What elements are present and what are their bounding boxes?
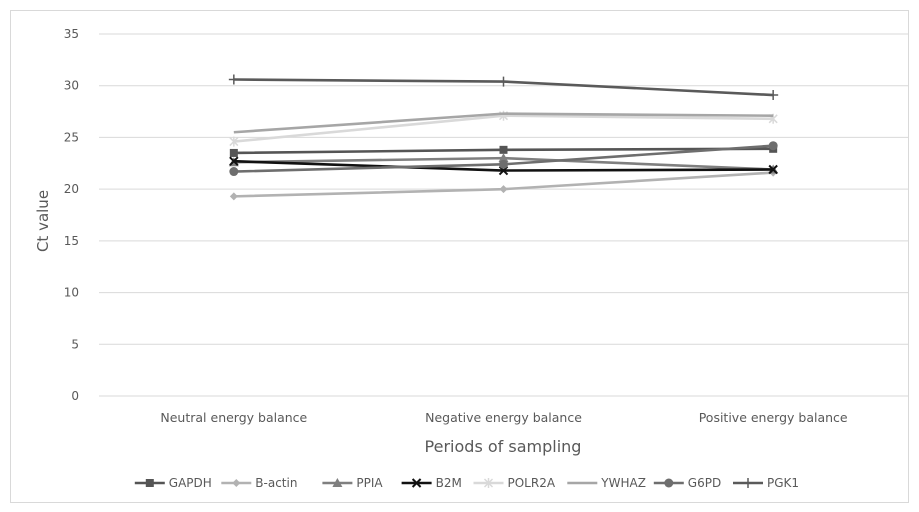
x-tick-label: Negative energy balance [425, 410, 582, 425]
data-point-g6pd [229, 167, 239, 177]
legend-label: G6PD [688, 476, 721, 490]
y-tick-label: 25 [64, 130, 79, 144]
data-point-pgk1 [498, 76, 509, 87]
gridlines [99, 33, 908, 397]
y-tick-label: 15 [64, 234, 79, 248]
legend-label: PPIA [356, 476, 383, 490]
legend-item-b2m: B2M [401, 476, 462, 490]
chart-frame: 0 5 10 15 20 25 30 35 Neutral energy balance Neg… [10, 10, 909, 503]
x-axis-label: Periods of sampling [425, 437, 582, 456]
legend-marker [332, 478, 343, 487]
data-point-g6pd [768, 141, 778, 151]
data-point-b-actin [499, 185, 508, 194]
line-chart: 0 5 10 15 20 25 30 35 Neutral energy balance Neg… [34, 27, 908, 490]
legend-marker [743, 478, 753, 488]
series-line-ywhaz [233, 112, 774, 134]
x-axis-ticks: Neutral energy balance Negative energy ba… [160, 410, 848, 425]
data-point-b-actin [229, 192, 238, 201]
data-point-b2m [768, 164, 778, 175]
y-tick-label: 35 [64, 27, 79, 41]
series-polr2a [229, 110, 778, 147]
data-point-b2m [229, 156, 239, 166]
data-point-polr2a [229, 136, 239, 147]
data-point-g6pd [499, 159, 508, 169]
legend-item-ywhaz: YWHAZ [567, 476, 646, 490]
legend: GAPDH B-actin PPIA B2M POLR2A YWHAZ G6PD PGK1 [134, 476, 799, 490]
legend-label: GAPDH [169, 476, 212, 490]
data-point-pgk1 [768, 90, 779, 101]
legend-label: POLR2A [508, 476, 556, 490]
legend-item-b-actin: B-actin [221, 476, 297, 490]
y-tick-label: 20 [64, 182, 79, 196]
series-lines [228, 74, 779, 201]
legend-item-g6pd: G6PD [653, 476, 721, 490]
y-axis-ticks: 0 5 10 15 20 25 30 35 [64, 27, 79, 403]
y-tick-label: 0 [71, 389, 79, 403]
legend-marker [145, 479, 154, 487]
series-ywhaz [233, 112, 774, 134]
legend-label: YWHAZ [600, 476, 646, 490]
legend-marker [411, 478, 422, 488]
legend-label: B2M [436, 476, 462, 490]
legend-marker [664, 478, 674, 488]
legend-marker [232, 479, 241, 487]
legend-item-pgk1: PGK1 [733, 476, 799, 490]
series-g6pd [229, 141, 778, 177]
x-tick-label: Positive energy balance [699, 410, 848, 425]
data-point-gapdh [499, 145, 508, 154]
series-b-actin [229, 168, 778, 201]
y-tick-label: 30 [64, 79, 79, 93]
data-point-ppia [498, 153, 509, 163]
data-point-pgk1 [228, 74, 239, 85]
y-axis-label: Ct value [34, 190, 52, 252]
legend-item-gapdh: GAPDH [134, 476, 212, 490]
y-tick-label: 5 [71, 337, 79, 351]
x-tick-label: Neutral energy balance [160, 410, 307, 425]
y-tick-label: 10 [64, 286, 79, 300]
legend-item-polr2a: POLR2A [473, 476, 556, 490]
series-pgk1 [228, 74, 779, 101]
legend-label: B-actin [255, 476, 297, 490]
legend-item-ppia: PPIA [322, 476, 383, 490]
legend-marker [483, 478, 494, 488]
legend-label: PGK1 [767, 476, 799, 490]
data-point-gapdh [229, 148, 238, 157]
